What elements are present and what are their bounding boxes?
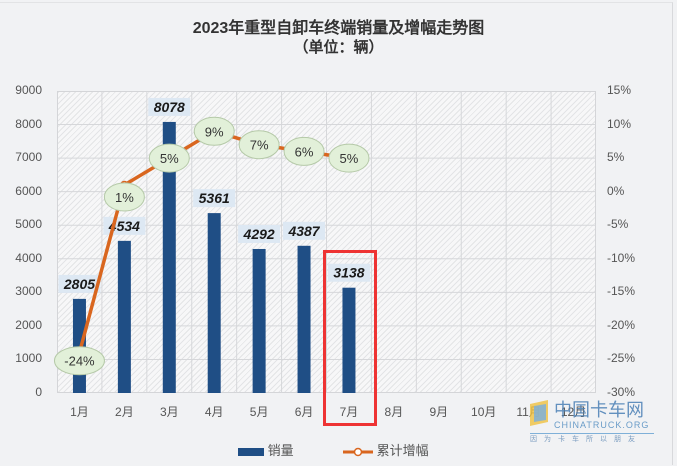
bar-5月 [252, 248, 266, 393]
y2-axis-tick: -5% [607, 217, 629, 232]
svg-text:6%: 6% [295, 144, 314, 159]
growth-label-bubble [283, 136, 325, 166]
y2-axis-tick: -30% [607, 385, 636, 399]
bar-1月 [72, 298, 86, 393]
legend-line-icon [343, 447, 373, 456]
y2-axis-tick: -15% [607, 284, 636, 299]
x-axis-tick: 5月 [249, 405, 269, 419]
legend-line-label: 累计增幅 [376, 443, 429, 458]
growth-label-bubble [53, 346, 105, 376]
y-axis-tick: 5000 [15, 217, 42, 232]
x-axis-tick: 1月 [70, 405, 89, 419]
y2-axis-tick: -10% [607, 250, 636, 265]
watermark-logo: 中国卡车网 CHINATRUCK.ORG 因为卡车所以朋友 [528, 396, 658, 446]
bar-value-label: 8078 [154, 99, 185, 115]
x-axis-tick: 10月 [471, 405, 497, 419]
x-axis-tick: 3月 [159, 405, 179, 419]
y-axis-tick: 2000 [15, 317, 42, 332]
bar-value-label: 4292 [243, 226, 275, 242]
y-axis-tick: 8000 [15, 116, 42, 131]
legend-bar-label: 销量 [267, 443, 294, 458]
watermark-name: 中国卡车网 [554, 400, 644, 421]
bar-value-label: 4387 [287, 223, 320, 239]
y2-axis-tick: 0% [607, 183, 625, 198]
y2-axis-tick: 15% [607, 83, 632, 97]
legend-bar-swatch [238, 447, 264, 456]
svg-text:9%: 9% [205, 124, 224, 139]
bar-4月 [207, 213, 221, 393]
bar-value-label: 2805 [63, 276, 95, 292]
chart-subtitle: （单位：辆） [293, 39, 384, 56]
bar-value-label: 3138 [333, 265, 364, 281]
bar-3月 [162, 121, 176, 393]
x-axis-tick: 9月 [429, 405, 449, 419]
growth-label-bubble [193, 116, 235, 146]
y-axis-tick: 4000 [15, 250, 42, 265]
y2-axis-tick: -20% [607, 317, 636, 332]
y2-axis-tick: 5% [607, 150, 625, 165]
bar-6月 [297, 245, 311, 393]
svg-text:5%: 5% [340, 151, 359, 166]
growth-label-bubble [328, 143, 370, 173]
bar-7月 [342, 287, 356, 393]
highlight-box [323, 250, 377, 426]
growth-label-bubble [238, 130, 280, 160]
x-axis-tick: 2月 [115, 405, 134, 419]
y2-axis-tick: -25% [607, 351, 636, 366]
y-axis-tick: 3000 [15, 284, 42, 299]
legend-line: 累计增幅 [343, 440, 429, 459]
x-axis-tick: 6月 [294, 405, 314, 419]
y-axis-tick: 6000 [15, 183, 42, 198]
svg-text:5%: 5% [160, 151, 179, 166]
x-axis-tick: 4月 [204, 405, 224, 419]
svg-text:-24%: -24% [64, 354, 95, 369]
x-axis-tick: 8月 [384, 405, 404, 419]
x-axis-tick: 7月 [339, 405, 359, 419]
bar-value-label: 5361 [199, 190, 230, 206]
bar-2月 [117, 240, 131, 393]
legend-bar: 销量 [238, 440, 294, 459]
y-axis-tick: 0 [35, 385, 42, 399]
watermark-domain: CHINATRUCK.ORG [554, 420, 650, 430]
svg-text:1%: 1% [115, 190, 134, 205]
growth-label-bubble [148, 143, 190, 173]
y-axis-tick: 1000 [15, 351, 42, 366]
watermark-slogan: 因为卡车所以朋友 [530, 433, 654, 444]
growth-label-bubble [103, 182, 145, 212]
y2-axis-tick: 10% [607, 116, 632, 131]
y-axis-tick: 9000 [15, 83, 42, 97]
logo-icon [530, 400, 548, 426]
svg-text:7%: 7% [250, 138, 269, 153]
y-axis-tick: 7000 [15, 150, 42, 165]
x-axis-tick: 12月 [560, 405, 587, 419]
chart-title: 2023年重型自卸车终端销量及增幅走势图 [192, 20, 485, 37]
